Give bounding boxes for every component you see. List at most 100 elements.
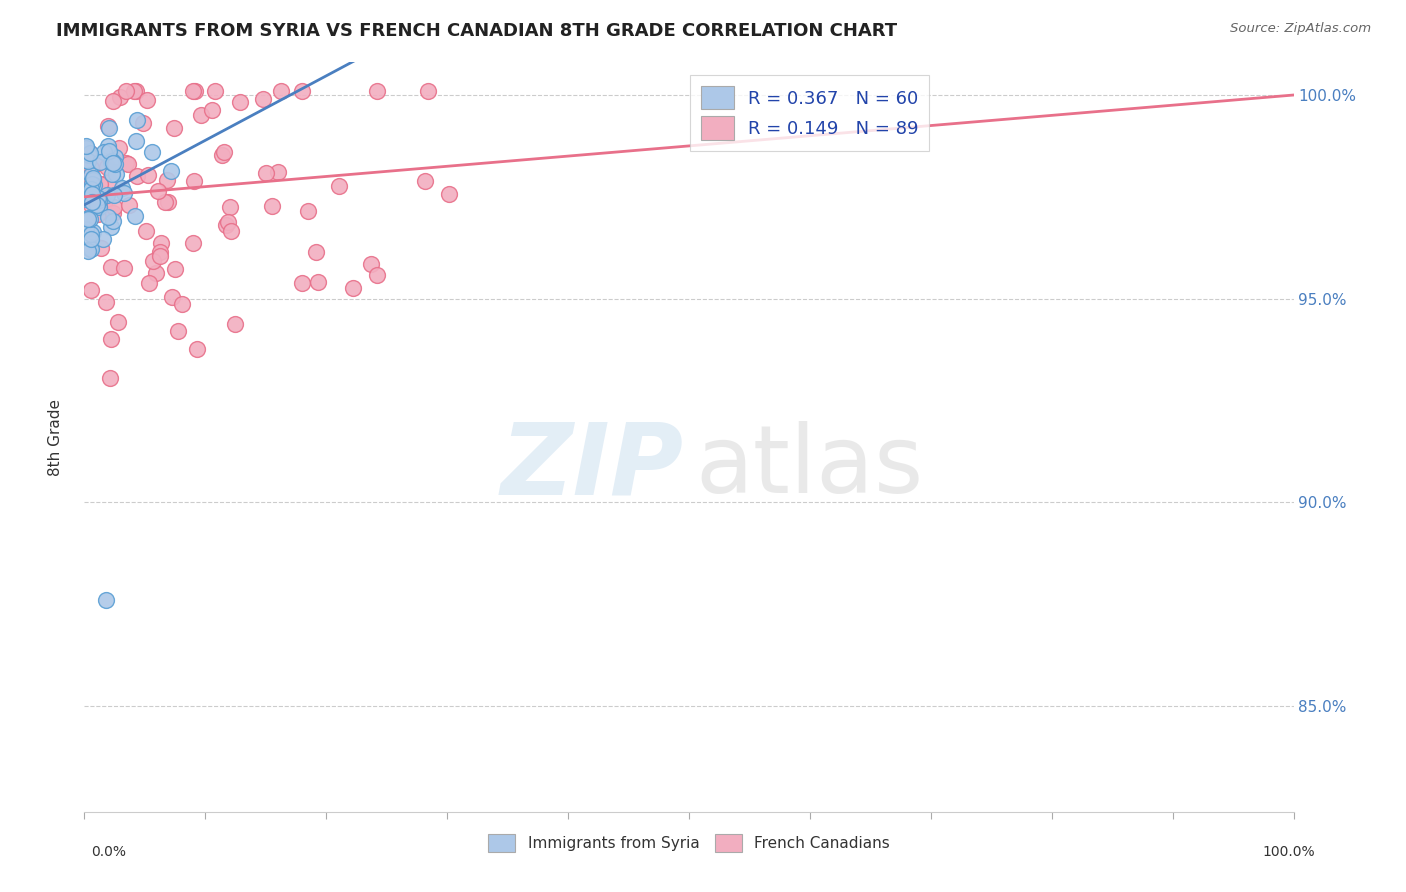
Point bbox=[291, 276, 314, 290]
Point bbox=[142, 253, 165, 268]
Point bbox=[82, 170, 104, 185]
Point bbox=[107, 140, 129, 154]
Point bbox=[366, 84, 388, 98]
Point bbox=[342, 281, 364, 295]
Point bbox=[79, 232, 101, 246]
Point bbox=[413, 174, 436, 188]
Point bbox=[97, 144, 120, 158]
Point bbox=[89, 155, 111, 169]
Point bbox=[104, 150, 127, 164]
Point bbox=[153, 194, 176, 209]
Text: atlas: atlas bbox=[696, 421, 924, 513]
Point bbox=[167, 324, 190, 338]
Point bbox=[100, 332, 122, 346]
Point bbox=[100, 167, 122, 181]
Point bbox=[84, 187, 107, 202]
Point bbox=[124, 209, 146, 223]
Point bbox=[229, 95, 252, 110]
Point bbox=[84, 157, 107, 171]
Point bbox=[184, 84, 207, 98]
Point bbox=[75, 187, 97, 202]
Text: IMMIGRANTS FROM SYRIA VS FRENCH CANADIAN 8TH GRADE CORRELATION CHART: IMMIGRANTS FROM SYRIA VS FRENCH CANADIAN… bbox=[56, 22, 897, 40]
Point bbox=[77, 212, 100, 227]
Point bbox=[79, 283, 101, 297]
Point bbox=[211, 147, 233, 161]
Point bbox=[328, 178, 350, 193]
Point bbox=[117, 157, 139, 171]
Point bbox=[437, 186, 460, 201]
Point bbox=[218, 200, 240, 214]
Point bbox=[75, 222, 97, 236]
Point bbox=[366, 268, 388, 282]
Point bbox=[83, 178, 105, 192]
Point bbox=[94, 593, 117, 607]
Point bbox=[416, 84, 439, 98]
Point bbox=[80, 182, 103, 196]
Point bbox=[75, 141, 97, 155]
Point bbox=[79, 169, 101, 184]
Point bbox=[138, 276, 160, 290]
Point bbox=[101, 206, 124, 220]
Point bbox=[136, 168, 159, 182]
Point bbox=[75, 153, 97, 168]
Point bbox=[149, 244, 172, 259]
Point bbox=[204, 84, 226, 98]
Point bbox=[156, 173, 179, 187]
Point bbox=[79, 145, 101, 160]
Point bbox=[115, 84, 138, 98]
Point bbox=[75, 139, 97, 153]
Point bbox=[165, 261, 187, 276]
Point bbox=[96, 295, 118, 310]
Point bbox=[89, 193, 111, 207]
Point bbox=[87, 207, 110, 221]
Point bbox=[98, 120, 121, 135]
Point bbox=[111, 181, 134, 195]
Point bbox=[262, 199, 284, 213]
Point bbox=[79, 161, 101, 175]
Point bbox=[80, 200, 103, 214]
Point bbox=[93, 196, 115, 211]
Point bbox=[80, 187, 103, 202]
Point bbox=[291, 84, 314, 98]
Text: Source: ZipAtlas.com: Source: ZipAtlas.com bbox=[1230, 22, 1371, 36]
Point bbox=[96, 161, 118, 175]
Point bbox=[305, 245, 328, 260]
Text: 0.0%: 0.0% bbox=[91, 845, 127, 859]
Point bbox=[146, 185, 169, 199]
Point bbox=[252, 92, 274, 106]
Point bbox=[87, 191, 110, 205]
Point bbox=[127, 169, 149, 183]
Point bbox=[104, 167, 127, 181]
Point bbox=[112, 186, 135, 201]
Point bbox=[97, 138, 120, 153]
Point bbox=[93, 232, 115, 246]
Point bbox=[76, 211, 98, 225]
Point bbox=[150, 235, 173, 250]
Point bbox=[267, 165, 290, 179]
Point bbox=[75, 162, 97, 177]
Point bbox=[80, 168, 103, 182]
Point bbox=[83, 189, 105, 203]
Point bbox=[160, 164, 183, 178]
Point bbox=[135, 224, 157, 238]
Point bbox=[82, 173, 104, 187]
Point bbox=[98, 370, 121, 384]
Point bbox=[219, 224, 242, 238]
Point bbox=[183, 174, 205, 188]
Point bbox=[79, 146, 101, 161]
Point bbox=[149, 249, 172, 263]
Point bbox=[82, 188, 104, 202]
Point bbox=[103, 188, 125, 202]
Point bbox=[86, 198, 108, 212]
Point bbox=[190, 108, 212, 122]
Point bbox=[75, 189, 97, 203]
Point bbox=[80, 177, 103, 191]
Point bbox=[77, 148, 100, 162]
Point bbox=[103, 214, 125, 228]
Point bbox=[103, 200, 125, 214]
Point bbox=[82, 226, 104, 240]
Text: ZIP: ZIP bbox=[501, 418, 683, 516]
Point bbox=[145, 266, 167, 280]
Point bbox=[77, 244, 100, 258]
Point bbox=[90, 242, 112, 256]
